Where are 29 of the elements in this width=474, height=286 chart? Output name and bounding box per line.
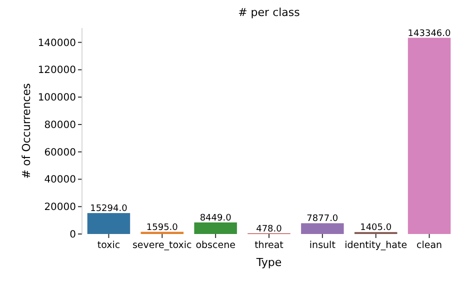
y-tick-label: 120000 — [38, 65, 76, 76]
bar — [408, 38, 451, 234]
data-label: 15294.0 — [90, 204, 128, 214]
data-label: 7877.0 — [306, 214, 338, 224]
bar — [301, 223, 344, 234]
x-tick-label: toxic — [97, 240, 120, 251]
bar — [87, 213, 130, 234]
x-tick-label: clean — [416, 240, 442, 251]
y-tick-label: 100000 — [38, 92, 76, 104]
data-label: 8449.0 — [200, 213, 232, 224]
data-label: 478.0 — [256, 224, 282, 234]
data-label: 143346.0 — [408, 28, 452, 39]
x-tick-label: severe_toxic — [132, 240, 192, 251]
x-tick-label: insult — [309, 240, 336, 251]
data-label: 1405.0 — [360, 223, 392, 234]
y-tick-label: 0 — [70, 230, 76, 240]
x-axis-title: Type — [255, 256, 282, 269]
x-tick-label: identity_hate — [344, 240, 408, 251]
y-tick-label: 80000 — [44, 120, 76, 131]
bar — [194, 222, 237, 234]
y-axis-title: # of Occurrences — [20, 83, 33, 179]
x-tick-label: threat — [254, 240, 284, 251]
data-label: 1595.0 — [146, 222, 178, 233]
y-tick-label: 20000 — [44, 202, 76, 214]
y-tick-label: 140000 — [38, 38, 76, 49]
y-tick-label: 40000 — [44, 174, 76, 186]
chart-title: # per class — [238, 6, 300, 19]
y-tick-label: 60000 — [44, 147, 76, 158]
x-tick-label: obscene — [196, 240, 236, 251]
